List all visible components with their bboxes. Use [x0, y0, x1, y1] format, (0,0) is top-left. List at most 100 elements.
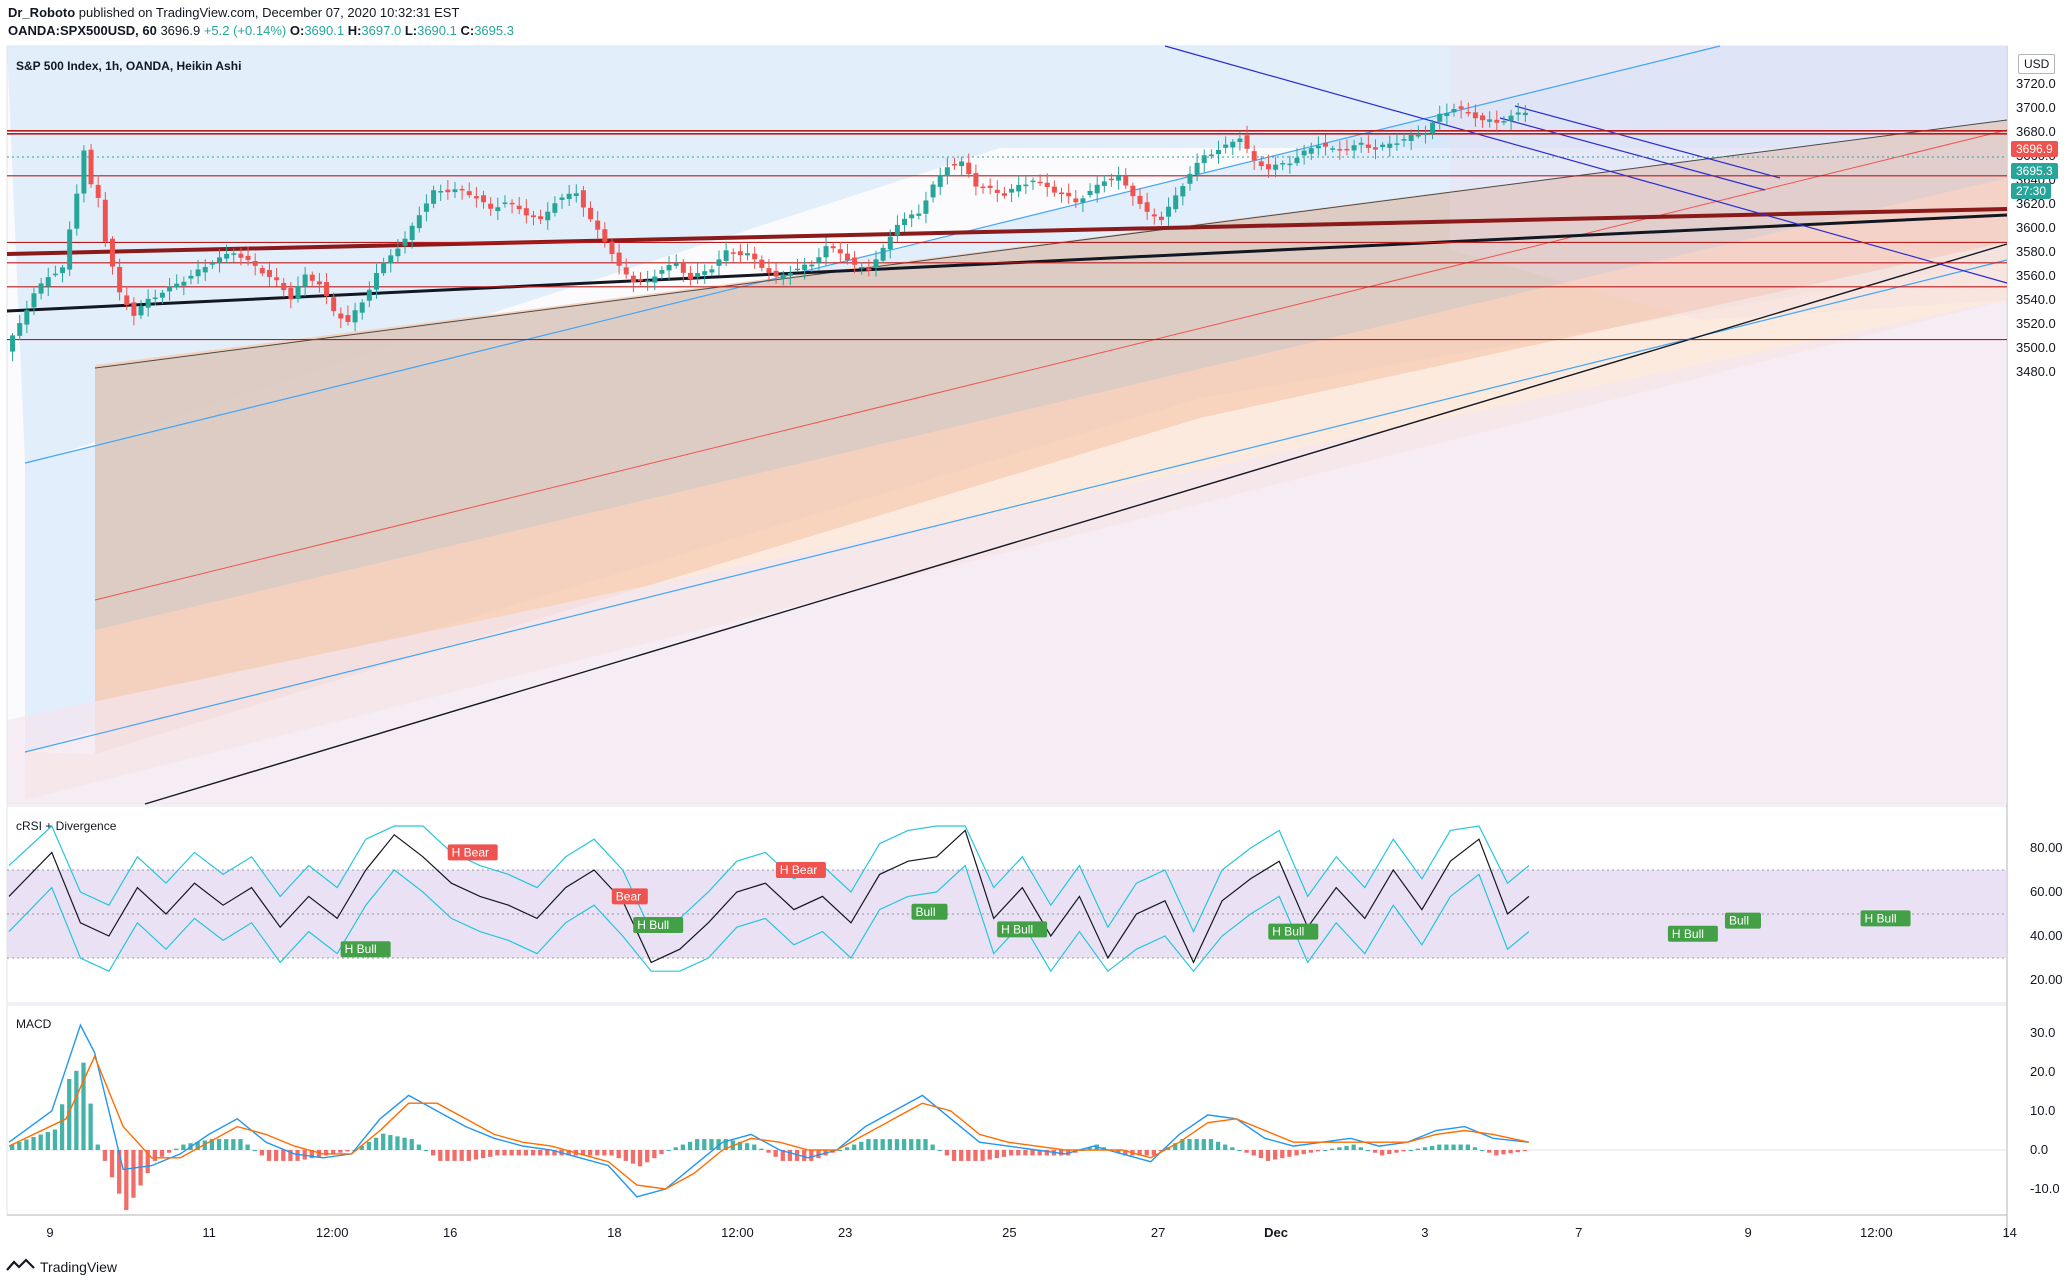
candle-body: [623, 267, 629, 275]
macd-hist-bar: [1322, 1150, 1328, 1151]
macd-hist-bar: [1287, 1150, 1292, 1157]
divergence-tag: [1860, 910, 1911, 927]
horizontal-levels[interactable]: [7, 130, 2007, 341]
candle-body: [538, 216, 544, 220]
macd-hist-bar: [1337, 1147, 1342, 1150]
candle-body: [288, 288, 294, 300]
macd-hist-bar: [766, 1150, 771, 1153]
macd-hist-bar: [24, 1139, 29, 1150]
time-axis[interactable]: 9 11 12:00 16 18 12:00 23 25 27 Dec 3 7 9 12:00 14: [46, 1225, 2017, 1240]
candle-body: [495, 207, 501, 212]
macd-hist-bar: [266, 1150, 272, 1161]
candle-body: [102, 199, 108, 242]
time-tick-label: 14: [2002, 1225, 2016, 1240]
macd-hist-bar: [702, 1139, 707, 1150]
open-value: 3690.1: [304, 23, 345, 38]
candle-body: [1137, 195, 1143, 205]
candle-body: [873, 259, 879, 268]
red-mid-line: [94, 129, 2008, 601]
macd-hist-bar: [901, 1139, 907, 1150]
macd-hist-bar: [480, 1150, 486, 1159]
crsi-line: [8, 829, 1530, 964]
macd-hist-bar: [916, 1139, 921, 1150]
macd-hist-bar: [1522, 1150, 1528, 1152]
candle-body: [1016, 184, 1022, 192]
candle-body: [588, 207, 594, 220]
candle-body: [1394, 143, 1400, 145]
candle-body: [1387, 143, 1393, 148]
candle-body: [481, 195, 487, 203]
candle-body: [1308, 148, 1314, 154]
divergence-tag-text: H Bear: [780, 863, 817, 877]
candle-body: [202, 267, 208, 273]
candle-body: [1508, 115, 1514, 121]
candle-body: [894, 224, 900, 236]
candle-body: [124, 295, 130, 306]
macd-hist-bar: [1251, 1150, 1256, 1156]
macd-hist-bar: [723, 1139, 728, 1150]
candle-body: [295, 286, 301, 300]
macd-hist-bar: [987, 1150, 992, 1160]
candle-body: [195, 269, 201, 277]
macd-title: MACD: [16, 1017, 52, 1031]
candle-body: [759, 259, 765, 268]
open-label: O:: [289, 23, 305, 38]
candle-body: [138, 305, 144, 316]
candle-body: [45, 277, 51, 287]
symbol-label[interactable]: OANDA:SPX500USD, 60: [8, 23, 157, 38]
footer-brand[interactable]: TradingView: [6, 1258, 117, 1275]
candle-body: [566, 193, 572, 199]
candle-body: [1515, 112, 1521, 115]
macd-hist-bar: [1380, 1150, 1385, 1156]
candle-body: [730, 252, 736, 254]
candle-body: [266, 269, 272, 277]
candle-body: [1051, 186, 1057, 193]
macd-hist-bar: [1023, 1150, 1028, 1156]
macd-hist-bar: [1151, 1150, 1156, 1156]
price-axis[interactable]: 3720.03700.03680.03660.03640.03620.03600…: [2016, 76, 2056, 379]
macd-hist-bar: [1472, 1147, 1478, 1150]
macd-hist-bar: [680, 1144, 686, 1150]
candle-body: [1009, 188, 1015, 193]
candle-body: [944, 167, 950, 177]
close-label: C:: [460, 23, 475, 38]
candle-body: [1158, 216, 1164, 221]
candle-body: [259, 268, 265, 274]
macd-hist-bar: [587, 1150, 593, 1156]
candle-body: [951, 163, 957, 166]
price-tick-label: 3720.0: [2016, 76, 2056, 91]
macd-hist-bar: [409, 1139, 414, 1150]
candle-body: [60, 267, 66, 274]
macd-hist-bar: [166, 1150, 172, 1153]
crsi-tick-label: 40.00: [2030, 928, 2063, 943]
candle-body: [359, 302, 365, 313]
candle-body: [1044, 182, 1050, 187]
time-tick-label: 9: [1744, 1225, 1751, 1240]
candle-body: [780, 274, 786, 279]
time-tick-label: 18: [607, 1225, 621, 1240]
high-label: H:: [347, 23, 362, 38]
macd-hist-bar: [652, 1150, 657, 1159]
candle-body: [159, 292, 165, 298]
candle-body: [1401, 139, 1407, 141]
macd-hist-bar: [1144, 1150, 1149, 1156]
currency-label[interactable]: USD: [2018, 54, 2056, 74]
macd-hist-bar: [673, 1147, 678, 1150]
macd-hist-bar: [645, 1150, 650, 1163]
crsi-tick-label: 60.00: [2030, 884, 2063, 899]
candle-body: [238, 253, 244, 258]
candle-body: [88, 149, 94, 185]
candle-body: [95, 184, 101, 198]
candle-body: [324, 282, 330, 297]
macd-hist-bar: [423, 1150, 429, 1151]
macd-hist-bar: [523, 1150, 529, 1156]
author-name[interactable]: Dr_Roboto: [8, 5, 76, 20]
macd-pane[interactable]: [6, 1004, 2008, 1216]
time-tick-label: 7: [1575, 1225, 1582, 1240]
divergence-tag-text: H Bull: [1672, 927, 1704, 941]
candle-body: [530, 215, 536, 218]
macd-hist-bar: [181, 1144, 186, 1150]
macd-hist-bar: [1437, 1144, 1442, 1150]
candle-body: [1037, 181, 1043, 184]
